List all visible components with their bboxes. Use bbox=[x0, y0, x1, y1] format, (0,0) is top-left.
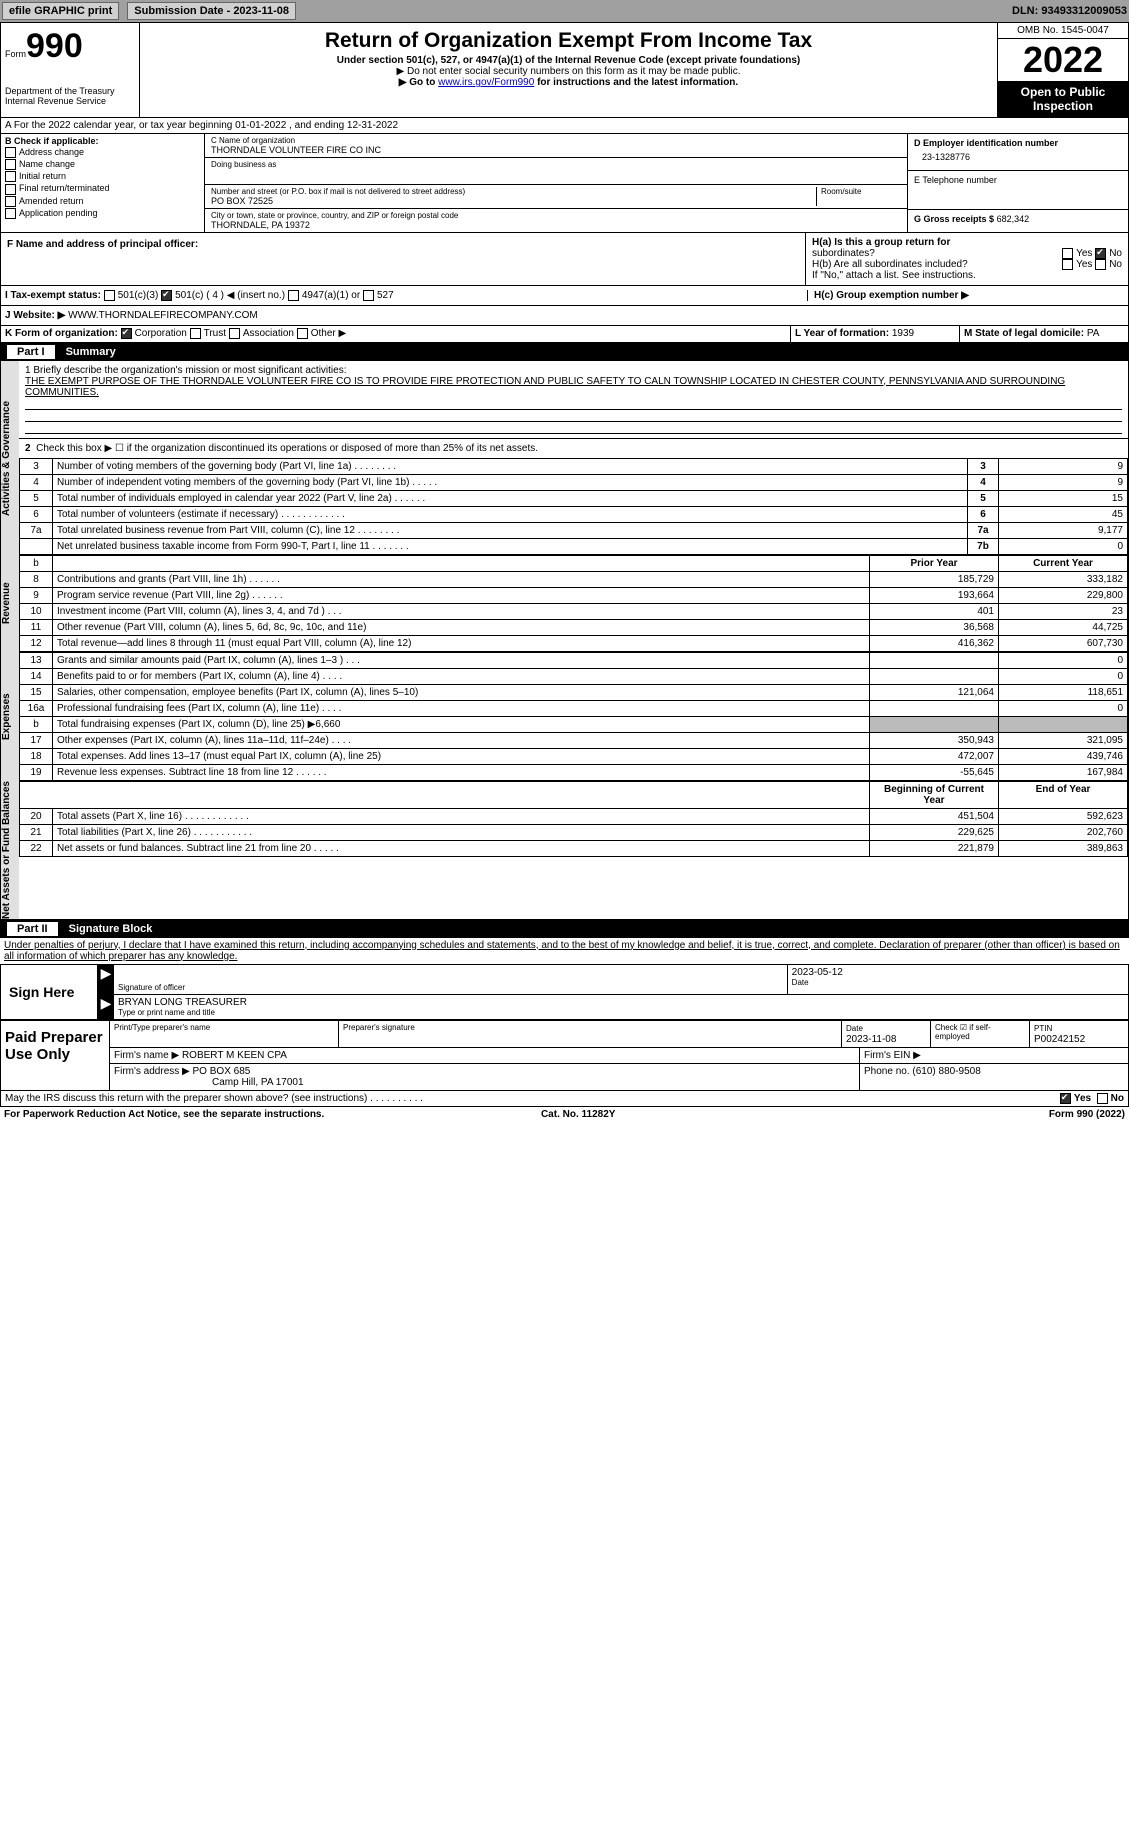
sig-arrow-icon: ▶ bbox=[98, 965, 114, 994]
org-name-label: C Name of organization bbox=[211, 136, 901, 145]
discuss-no[interactable] bbox=[1097, 1093, 1108, 1104]
cb-501c3[interactable] bbox=[104, 290, 115, 301]
ein-label: D Employer identification number bbox=[914, 138, 1058, 148]
mission-label: 1 Briefly describe the organization's mi… bbox=[25, 365, 1122, 376]
sig-declaration: Under penalties of perjury, I declare th… bbox=[0, 938, 1129, 964]
gross-value: 682,342 bbox=[997, 214, 1030, 224]
efile-button[interactable]: efile GRAPHIC print bbox=[2, 2, 119, 20]
part-ii-header: Part II Signature Block bbox=[0, 920, 1129, 938]
sig-arrow-icon-2: ▶ bbox=[98, 995, 114, 1019]
hb-no[interactable] bbox=[1095, 259, 1106, 270]
tax-year: 2022 bbox=[998, 39, 1128, 81]
cb-other[interactable] bbox=[297, 328, 308, 339]
vert-revenue: Revenue bbox=[1, 555, 19, 652]
ein-value: 23-1328776 bbox=[914, 148, 1122, 166]
org-name: THORNDALE VOLUNTEER FIRE CO INC bbox=[211, 145, 901, 155]
section-d: D Employer identification number 23-1328… bbox=[908, 134, 1128, 232]
open-inspection: Open to Public Inspection bbox=[998, 81, 1128, 117]
addr-value: PO BOX 72525 bbox=[211, 196, 816, 206]
form-prefix: Form bbox=[5, 49, 26, 59]
dept-treasury: Department of the Treasury bbox=[5, 86, 135, 96]
cb-corp[interactable] bbox=[121, 328, 132, 339]
omb-number: OMB No. 1545-0047 bbox=[998, 23, 1128, 39]
cb-4947[interactable] bbox=[288, 290, 299, 301]
city-label: City or town, state or province, country… bbox=[211, 211, 901, 220]
form-title: Return of Organization Exempt From Incom… bbox=[144, 29, 993, 53]
cb-501c[interactable] bbox=[161, 290, 172, 301]
tax-exempt-row: I Tax-exempt status: 501(c)(3) 501(c) ( … bbox=[0, 286, 1129, 306]
subtitle-1: Under section 501(c), 527, or 4947(a)(1)… bbox=[144, 55, 993, 66]
cb-assoc[interactable] bbox=[229, 328, 240, 339]
form-number: 990 bbox=[26, 27, 83, 65]
checkbox-name-change[interactable] bbox=[5, 159, 16, 170]
mission-text: THE EXEMPT PURPOSE OF THE THORNDALE VOLU… bbox=[25, 376, 1122, 398]
section-b-title: B Check if applicable: bbox=[5, 136, 99, 146]
checkbox-amended[interactable] bbox=[5, 196, 16, 207]
room-label: Room/suite bbox=[816, 187, 901, 206]
phone-label: E Telephone number bbox=[914, 175, 1122, 185]
checkbox-address-change[interactable] bbox=[5, 147, 16, 158]
checkbox-final-return[interactable] bbox=[5, 184, 16, 195]
paid-preparer-block: Paid Preparer Use Only Print/Type prepar… bbox=[0, 1020, 1129, 1091]
dba-label: Doing business as bbox=[211, 160, 901, 169]
discuss-yes[interactable] bbox=[1060, 1093, 1071, 1104]
section-f-h: F Name and address of principal officer:… bbox=[0, 233, 1129, 286]
subtitle-2: ▶ Do not enter social security numbers o… bbox=[144, 66, 993, 77]
website-row: J Website: ▶ WWW.THORNDALEFIRECOMPANY.CO… bbox=[0, 306, 1129, 326]
vert-expenses: Expenses bbox=[1, 652, 19, 781]
top-bar: efile GRAPHIC print Submission Date - 20… bbox=[0, 0, 1129, 22]
page-footer: For Paperwork Reduction Act Notice, see … bbox=[0, 1107, 1129, 1122]
ha-no[interactable] bbox=[1095, 248, 1106, 259]
submission-date: Submission Date - 2023-11-08 bbox=[127, 2, 296, 20]
irs-label: Internal Revenue Service bbox=[5, 96, 135, 106]
checkbox-initial-return[interactable] bbox=[5, 171, 16, 182]
sign-here-block: Sign Here ▶ Signature of officer 2023-05… bbox=[0, 964, 1129, 1020]
section-a-text: A For the 2022 calendar year, or tax yea… bbox=[1, 118, 1128, 133]
gross-label: G Gross receipts $ bbox=[914, 214, 994, 224]
vert-activities: Activities & Governance bbox=[1, 361, 19, 555]
section-a-row: A For the 2022 calendar year, or tax yea… bbox=[0, 118, 1129, 134]
hb-yes[interactable] bbox=[1062, 259, 1073, 270]
form-header: Form990 Department of the Treasury Inter… bbox=[0, 22, 1129, 118]
sub3-suffix: for instructions and the latest informat… bbox=[534, 77, 738, 88]
cb-trust[interactable] bbox=[190, 328, 201, 339]
website-value: WWW.THORNDALEFIRECOMPANY.COM bbox=[68, 310, 258, 321]
section-b: B Check if applicable: Address change Na… bbox=[1, 134, 205, 232]
irs-link[interactable]: www.irs.gov/Form990 bbox=[438, 77, 534, 88]
section-c: C Name of organization THORNDALE VOLUNTE… bbox=[205, 134, 908, 232]
ha-yes[interactable] bbox=[1062, 248, 1073, 259]
sections-bcd: B Check if applicable: Address change Na… bbox=[0, 134, 1129, 233]
sub3-prefix: ▶ Go to bbox=[399, 77, 438, 88]
dln-number: DLN: 93493312009053 bbox=[1012, 5, 1127, 17]
section-f-label: F Name and address of principal officer: bbox=[7, 239, 198, 250]
may-discuss-row: May the IRS discuss this return with the… bbox=[0, 1091, 1129, 1107]
vert-net: Net Assets or Fund Balances bbox=[1, 781, 19, 919]
cb-527[interactable] bbox=[363, 290, 374, 301]
addr-label: Number and street (or P.O. box if mail i… bbox=[211, 187, 816, 196]
form-org-row: K Form of organization: Corporation Trus… bbox=[0, 326, 1129, 342]
part-i-header: Part I Summary bbox=[0, 343, 1129, 361]
checkbox-pending[interactable] bbox=[5, 208, 16, 219]
city-value: THORNDALE, PA 19372 bbox=[211, 220, 901, 230]
